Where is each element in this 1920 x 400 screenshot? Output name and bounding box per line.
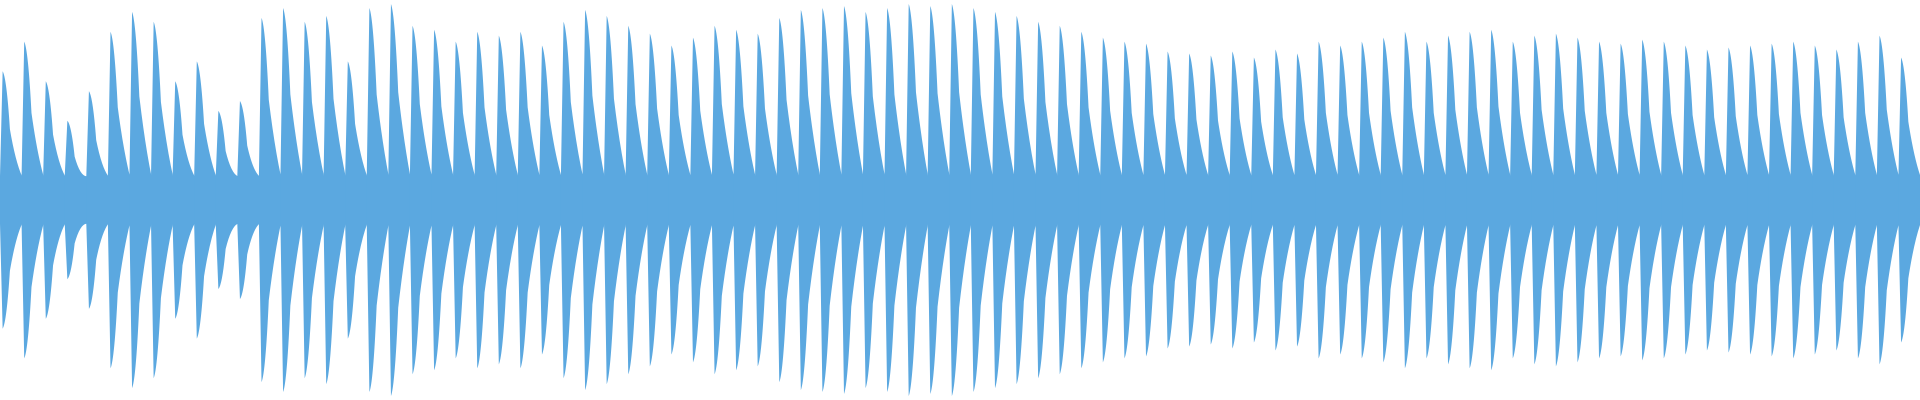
wave-pulse [711,25,734,375]
wave-pulse [604,15,627,385]
wave-pulse [1359,41,1382,359]
wave-pulse [1402,31,1425,369]
wave-pulse [776,17,799,383]
wave-pulse [798,9,821,391]
wave-pulse [992,11,1015,389]
wave-pulse [1661,41,1684,359]
wave-pulse [1725,47,1748,353]
wave-pulse [517,31,540,369]
wave-pulse [1164,51,1187,349]
wave-pulse [1294,53,1317,347]
wave-pulse [755,33,778,367]
wave-pulse [1251,57,1274,343]
wave-pulse [1143,43,1166,357]
wave-pulse [1768,43,1791,357]
wave-pulse [388,3,411,397]
wave-pulse [1596,41,1619,359]
wave-pulse [949,3,972,397]
wave-pulse [258,17,281,383]
wave-pulse [215,110,238,290]
wave-pulse [819,7,842,393]
wave-pulse [323,15,346,385]
wave-pulse [841,5,864,395]
wave-pulse [1466,31,1489,369]
wave-pulse [1337,45,1360,355]
wave-pulse [668,45,691,355]
wave-pulse [302,21,325,379]
wave-pulse [1574,37,1597,363]
wave-pulse [366,7,389,393]
wave-pulse [129,11,152,389]
wave-pulse [151,21,174,379]
wave-pulse [1898,57,1920,343]
wave-pulse [733,29,756,371]
wave-pulse [496,35,519,365]
wave-pulse [690,37,713,363]
wave-pulse [474,31,497,369]
wave-pulse [1013,15,1036,385]
wave-pulse [1510,41,1533,359]
wave-pulse [1121,41,1144,359]
wave-pulse [1682,45,1705,355]
wave-pulse [970,7,993,393]
wave-pulse [194,61,217,339]
wave-pulse [237,101,260,299]
wave-pulse [1100,37,1123,363]
wave-pulse [172,81,195,319]
wave-pulse [1272,49,1295,351]
wave-pulse [560,21,583,379]
wave-pulse [1380,37,1403,363]
wave-pulse [1423,41,1446,359]
wave-pulse [625,25,648,375]
wave-pulse [1035,21,1058,379]
wave-pulse [409,25,432,375]
wave-pulse [1790,41,1813,359]
wave-pulse [1229,51,1252,349]
wave-pulse [1812,45,1835,355]
wave-pulse [453,41,476,359]
wave-pulse [927,5,950,395]
wave-pulse [1057,25,1080,375]
wave-pulse [1531,35,1554,365]
wave-pulse [884,7,907,393]
wave-pulse [1704,49,1727,351]
wave-pulse [1445,35,1468,365]
wave-pulse [43,81,66,319]
wave-pulse [21,41,44,359]
wave-pulse [1553,33,1576,367]
wave-pulse [431,29,454,371]
wave-pulse [0,71,23,329]
wave-pulse [1078,31,1101,369]
wave-pulse [1639,39,1662,361]
wave-pulse [1315,41,1338,359]
wave-pulse [1747,45,1770,355]
wave-pulse [64,120,87,280]
wave-pulse [582,9,605,391]
wave-pulse [647,33,670,367]
wave-pulse [280,7,303,393]
wave-pulse [862,11,885,389]
wave-pulse [1833,49,1856,351]
wave-pulse [906,3,929,397]
wave-pulse [86,91,109,309]
wave-pulse [1488,29,1511,371]
wave-pulse [107,31,130,369]
wave-pulse [1876,35,1899,365]
wave-pulse [1617,43,1640,357]
wave-pulse [539,45,562,355]
wave-pulse [1208,55,1231,345]
wave-pulse [1855,41,1878,359]
wave-pulse [1186,53,1209,347]
wave-pulse [345,61,368,339]
